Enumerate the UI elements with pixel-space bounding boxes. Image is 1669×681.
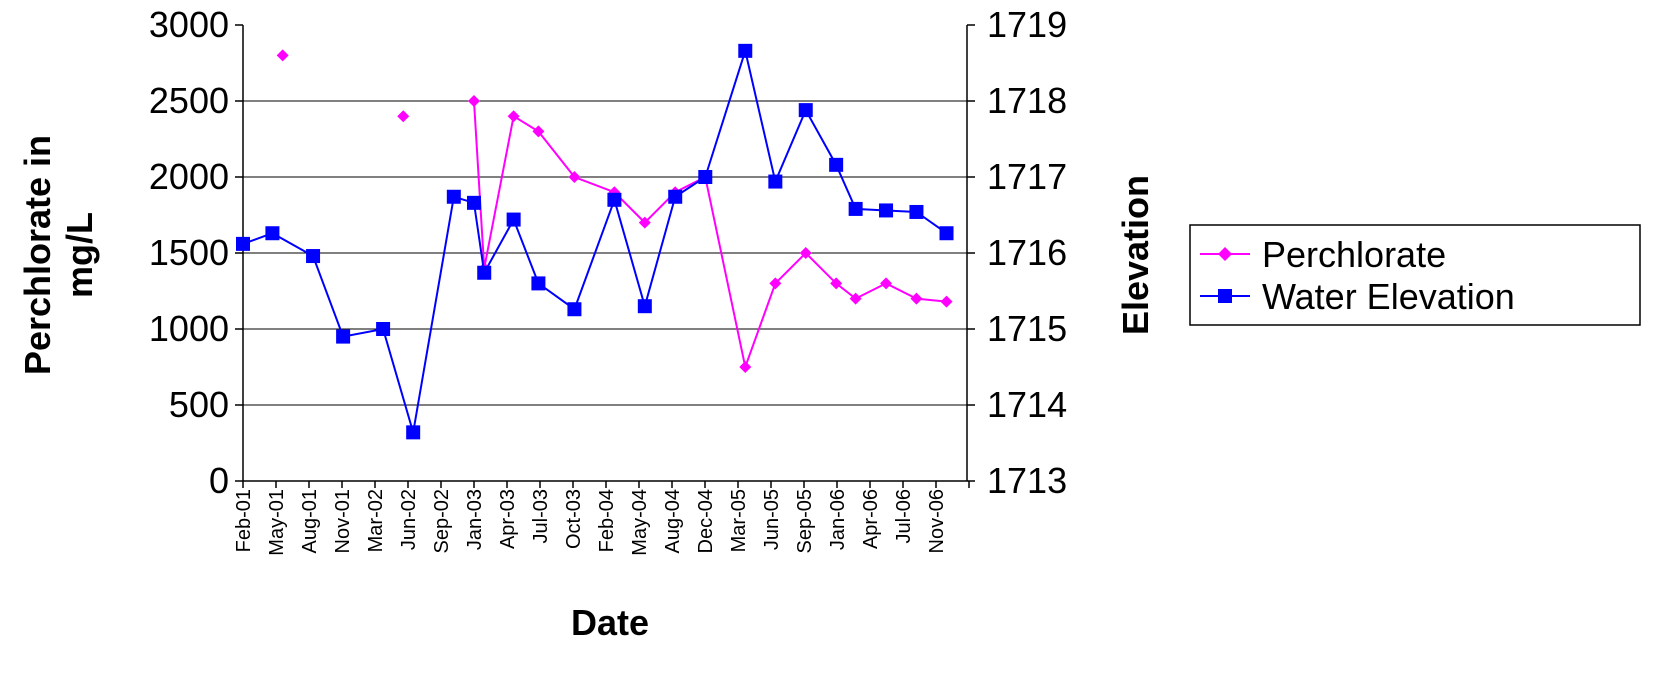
data-point-perchlorate: [940, 295, 953, 308]
data-point-perchlorate: [568, 171, 581, 183]
data-point-water-elevation: [477, 265, 492, 280]
left-y-axis-title-line1: Perchlorate in: [17, 135, 58, 375]
left-y-tick-label: 500: [169, 384, 229, 425]
left-y-tick-label: 2500: [149, 80, 229, 121]
data-point-water-elevation: [637, 299, 652, 314]
x-tick-label: Jan-06: [827, 489, 849, 550]
data-point-water-elevation: [446, 189, 461, 204]
data-point-perchlorate: [910, 292, 923, 305]
left-y-axis-title-line2: mg/L: [59, 212, 100, 298]
x-tick-label: Nov-06: [926, 489, 948, 553]
x-tick-label: Sep-02: [431, 489, 453, 554]
x-tick-label: Feb-04: [596, 489, 618, 552]
data-point-water-elevation: [236, 236, 250, 251]
data-point-water-elevation: [376, 322, 391, 336]
data-point-water-elevation: [879, 203, 894, 218]
series-line-water-elevation: [242, 47, 948, 433]
x-tick-label: Sep-05: [794, 489, 816, 554]
legend-label-perchlorate: Perchlorate: [1262, 234, 1446, 275]
data-point-perchlorate: [739, 361, 752, 373]
data-point-perchlorate: [276, 49, 289, 62]
data-point-water-elevation: [848, 201, 863, 216]
x-tick-label: Aug-04: [662, 489, 684, 554]
data-point-perchlorate: [532, 125, 545, 138]
x-tick-label: Aug-01: [299, 489, 321, 554]
data-point-water-elevation: [466, 195, 481, 210]
data-point-water-elevation: [336, 329, 351, 344]
right-y-tick-label: 1719: [987, 4, 1067, 45]
left-y-axis-ticks: 0 500 1000 1500 2000 2500 3000: [149, 4, 243, 501]
data-point-water-elevation: [265, 226, 280, 241]
right-y-tick-label: 1718: [987, 80, 1067, 121]
right-y-tick-label: 1713: [987, 460, 1067, 501]
left-y-tick-label: 3000: [149, 4, 229, 45]
data-point-water-elevation: [768, 174, 783, 189]
data-point-water-elevation: [406, 425, 421, 440]
left-y-tick-label: 1500: [149, 232, 229, 273]
data-point-water-elevation: [798, 103, 813, 118]
gridlines: [243, 100, 967, 406]
series-water-elevation: [236, 43, 954, 440]
x-axis-ticks: Feb-01 May-01 Aug-01 Nov-01 Mar-02 Jun-02 Sep-…: [233, 481, 970, 556]
data-point-water-elevation: [698, 170, 713, 184]
data-point-perchlorate: [830, 277, 843, 290]
right-y-tick-label: 1716: [987, 232, 1067, 273]
data-point-perchlorate: [799, 247, 812, 259]
data-point-perchlorate: [769, 277, 782, 290]
x-tick-label: Dec-04: [695, 489, 717, 553]
left-y-tick-label: 2000: [149, 156, 229, 197]
x-tick-label: Jan-03: [464, 489, 486, 550]
legend: Perchlorate Water Elevation: [1189, 224, 1641, 326]
data-point-water-elevation: [607, 192, 622, 207]
legend-label-water-elevation: Water Elevation: [1262, 276, 1515, 317]
x-tick-label: Mar-05: [728, 489, 750, 552]
x-tick-label: Feb-01: [233, 489, 255, 552]
data-point-perchlorate: [397, 110, 410, 123]
x-tick-label: Oct-03: [563, 489, 585, 549]
right-y-axis-title: Elevation: [1115, 175, 1156, 335]
data-point-perchlorate: [638, 216, 651, 229]
series-line-perchlorate: [472, 100, 947, 371]
data-point-perchlorate: [849, 292, 862, 305]
data-point-water-elevation: [939, 226, 954, 241]
data-point-water-elevation: [306, 249, 321, 264]
legend-marker-perchlorate: [1218, 247, 1232, 261]
data-point-water-elevation: [531, 276, 546, 291]
series-layer: [236, 43, 954, 440]
right-y-tick-label: 1715: [987, 308, 1067, 349]
right-y-axis-ticks: 1713 1714 1715 1716 1717 1718 1719: [967, 4, 1067, 501]
legend-marker-water-elevation: [1218, 289, 1232, 303]
series-perchlorate: [276, 49, 953, 373]
right-y-tick-label: 1714: [987, 384, 1067, 425]
x-tick-label: Apr-06: [860, 489, 882, 549]
data-point-perchlorate: [880, 277, 893, 290]
x-tick-label: Jul-06: [893, 489, 915, 543]
x-tick-label: Jun-05: [761, 489, 783, 550]
legend-box: [1189, 224, 1641, 326]
right-y-tick-label: 1717: [987, 156, 1067, 197]
x-tick-label: May-01: [266, 489, 288, 556]
data-point-perchlorate: [467, 95, 480, 107]
x-tick-label: Mar-02: [365, 489, 387, 552]
data-point-perchlorate: [507, 110, 520, 123]
x-tick-label: Apr-03: [497, 489, 519, 549]
data-point-water-elevation: [909, 204, 924, 219]
data-point-water-elevation: [668, 189, 683, 204]
data-point-water-elevation: [738, 43, 753, 58]
left-y-tick-label: 0: [209, 460, 229, 501]
data-point-water-elevation: [506, 212, 521, 227]
x-tick-label: May-04: [629, 489, 651, 556]
x-tick-label: Jul-03: [530, 489, 552, 543]
x-tick-label: Jun-02: [398, 489, 420, 550]
data-point-water-elevation: [829, 157, 844, 172]
data-point-water-elevation: [567, 302, 582, 317]
left-y-tick-label: 1000: [149, 308, 229, 349]
x-axis-title: Date: [571, 602, 649, 643]
x-tick-label: Nov-01: [332, 489, 354, 553]
